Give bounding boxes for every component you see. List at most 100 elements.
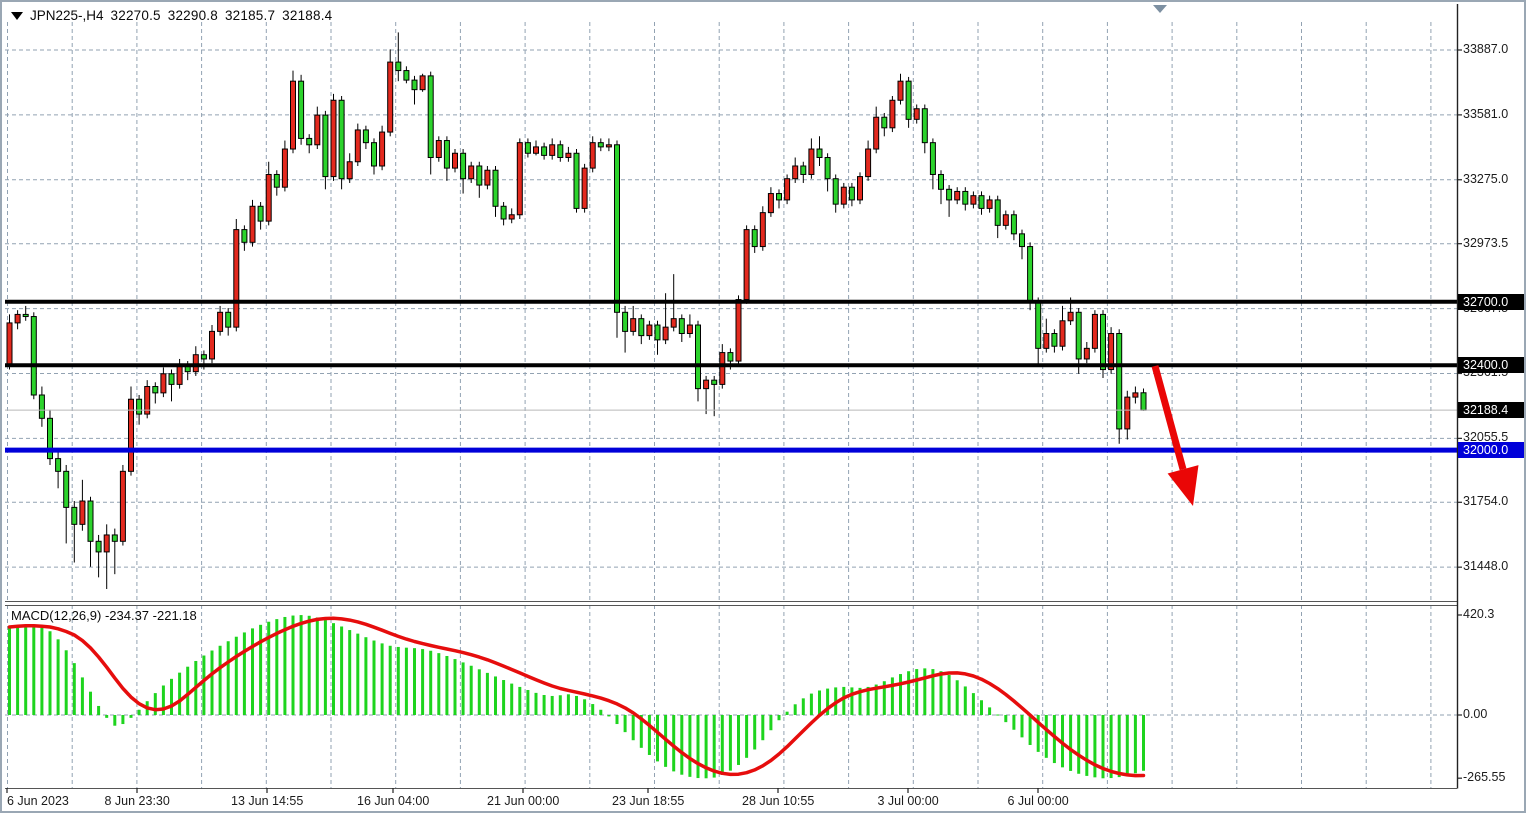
candle	[776, 193, 782, 201]
macd-histogram-bar	[332, 623, 335, 715]
candle	[452, 152, 458, 169]
candle	[800, 165, 807, 175]
candle	[55, 458, 62, 472]
macd-histogram-bar	[170, 678, 173, 715]
candle	[1100, 313, 1106, 371]
candle	[209, 330, 215, 360]
macd-histogram-bar	[534, 692, 538, 715]
candle	[63, 470, 70, 508]
candle	[938, 173, 944, 190]
candle	[176, 364, 183, 385]
symbol-dropdown-icon[interactable]	[11, 11, 23, 20]
macd-histogram-bar	[356, 633, 360, 715]
macd-histogram-bar	[923, 668, 927, 715]
down-arrow-shaft[interactable]	[1151, 365, 1187, 471]
candle	[605, 144, 612, 148]
candle	[95, 540, 102, 553]
macd-histogram-bar	[299, 615, 303, 715]
candle	[387, 61, 394, 133]
macd-histogram-bar	[769, 715, 773, 731]
indicator-signal-value: -221.18	[152, 608, 197, 623]
macd-histogram-bar	[315, 617, 319, 715]
candle	[541, 146, 548, 156]
candle	[516, 142, 523, 216]
macd-histogram-bar	[631, 715, 635, 741]
macd-histogram-bar	[121, 715, 125, 725]
macd-histogram-bar	[251, 628, 254, 715]
candle	[47, 417, 53, 460]
macd-histogram-bar	[704, 715, 708, 779]
macd-histogram-bar	[575, 695, 578, 715]
time-axis-label: 16 Jun 04:00	[357, 794, 430, 808]
macd-histogram-bar	[113, 715, 117, 726]
indicator-name: MACD(12,26,9)	[11, 608, 102, 623]
candle	[557, 144, 564, 159]
candle	[735, 299, 742, 362]
candle	[87, 500, 94, 542]
candle	[160, 373, 167, 394]
macd-histogram-bar	[809, 693, 813, 715]
candle	[419, 75, 426, 91]
candle	[549, 144, 556, 156]
macd-histogram-bar	[615, 715, 619, 725]
candle	[71, 506, 78, 525]
candle	[281, 148, 288, 188]
macd-histogram-bar	[485, 672, 489, 715]
macd-histogram-bar	[826, 688, 830, 715]
candle	[824, 157, 831, 180]
candle	[954, 190, 961, 201]
candle	[241, 229, 248, 243]
price-level-tag: 32000.0	[1458, 442, 1524, 459]
candle	[168, 373, 175, 385]
candle	[476, 165, 483, 186]
macd-histogram-bar	[89, 691, 92, 715]
down-arrow-head[interactable]	[1167, 465, 1199, 506]
symbol-timeframe-label: JPN225-,H4	[30, 8, 104, 23]
macd-histogram-bar	[971, 693, 975, 715]
candle	[614, 144, 620, 313]
chart-shift-marker-icon[interactable]	[1153, 5, 1167, 13]
macd-histogram-bar	[494, 676, 497, 715]
candle	[695, 324, 701, 390]
price-axis-label: 33887.0	[1463, 42, 1509, 56]
price-axis-label: 33275.0	[1463, 171, 1509, 186]
candle	[500, 205, 507, 220]
candle	[265, 173, 272, 222]
macd-histogram-bar	[882, 681, 886, 715]
candle	[306, 137, 313, 146]
candle	[808, 148, 815, 175]
macd-histogram-bar	[56, 639, 60, 715]
candle	[1116, 333, 1123, 430]
candle	[565, 152, 572, 159]
macd-histogram-bar	[97, 705, 101, 715]
candle	[994, 199, 1001, 226]
macd-histogram-bar	[842, 686, 846, 715]
candle	[103, 534, 110, 553]
macd-histogram-bar	[720, 715, 724, 775]
price-axis-label: 31754.0	[1463, 494, 1509, 509]
macd-histogram-bar	[672, 715, 676, 772]
candle	[1132, 392, 1139, 398]
candle	[1027, 246, 1034, 303]
macd-histogram-bar	[275, 619, 279, 715]
candle	[654, 324, 661, 341]
candle	[1091, 313, 1098, 349]
macd-histogram-bar	[907, 671, 911, 715]
candle	[152, 386, 159, 394]
candle	[622, 311, 629, 332]
macd-histogram-bar	[226, 641, 230, 715]
macd-histogram-bar	[202, 655, 206, 715]
candle	[597, 142, 604, 148]
candle	[362, 129, 369, 144]
candle	[686, 324, 693, 335]
macd-histogram-bar	[429, 650, 433, 715]
candle	[1059, 320, 1066, 347]
time-axis-label: 13 Jun 14:55	[231, 794, 304, 808]
ohlc-low: 32185.7	[224, 8, 276, 23]
macd-histogram-bar	[607, 715, 611, 717]
macd-histogram-bar	[445, 655, 449, 715]
macd-histogram-bar	[785, 711, 789, 715]
candle	[767, 193, 774, 214]
macd-histogram-bar	[64, 650, 68, 715]
